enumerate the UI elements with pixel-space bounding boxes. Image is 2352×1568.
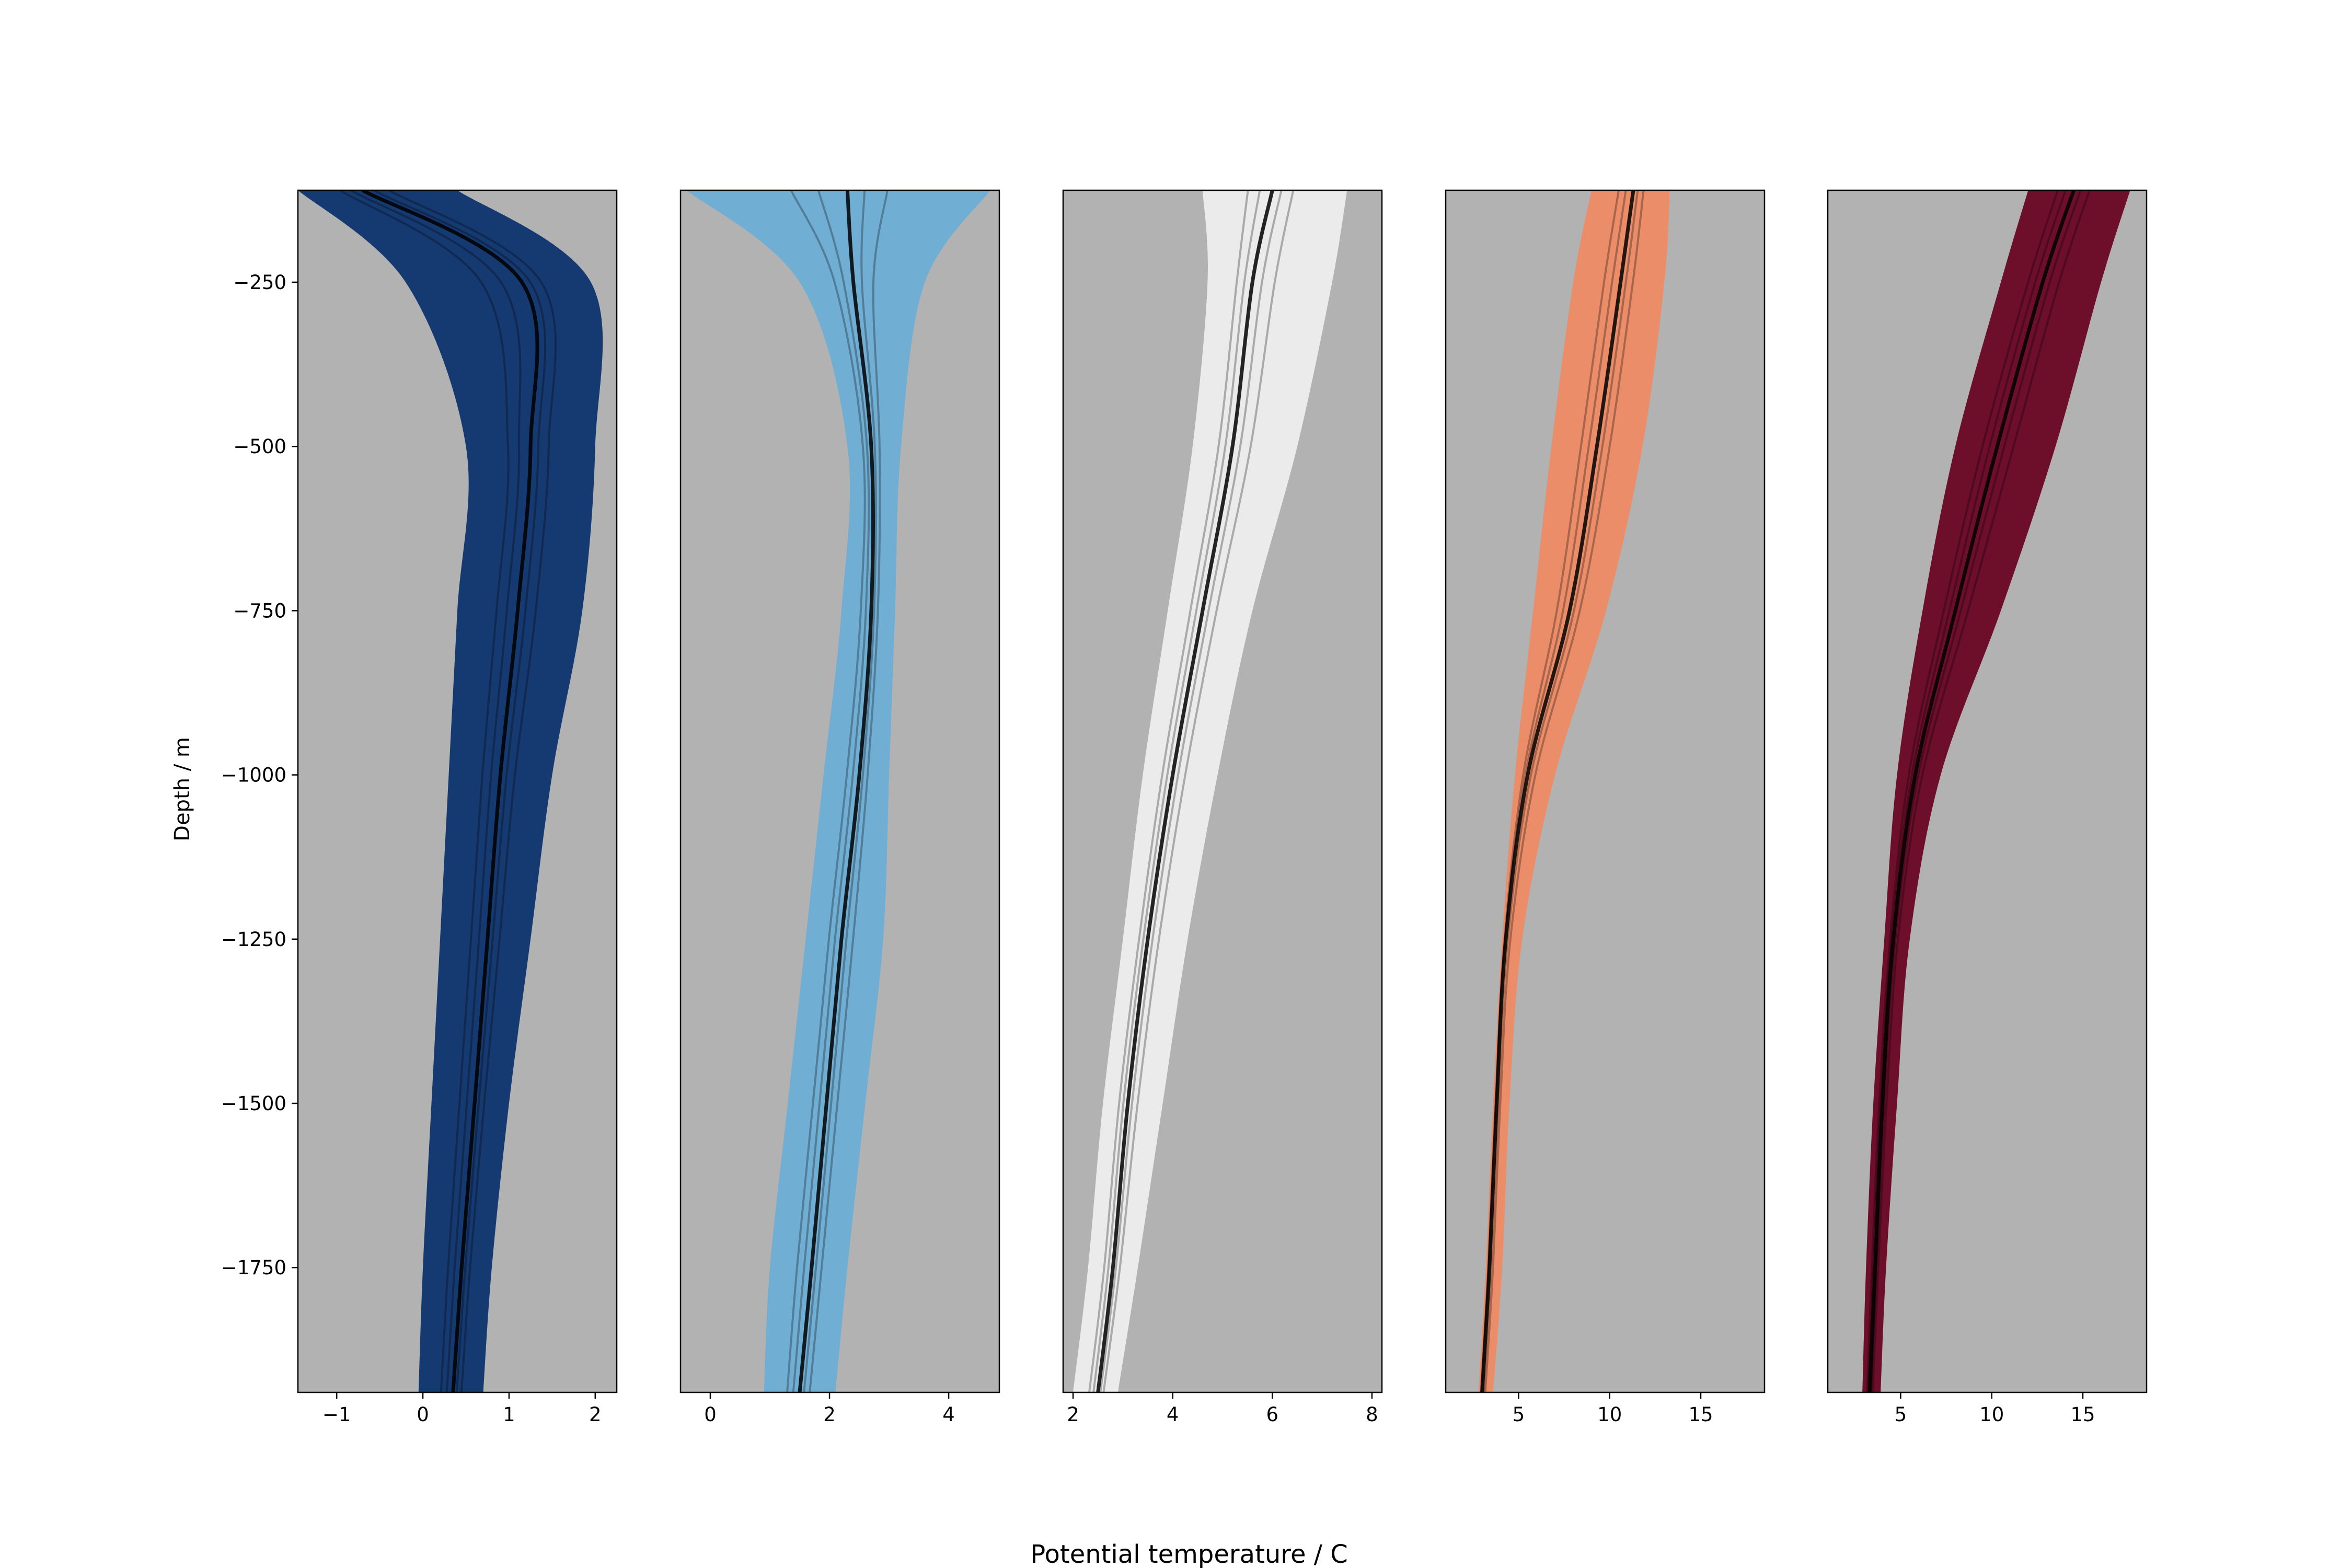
y-tick-label: −1250 xyxy=(221,928,286,951)
member-line-1 xyxy=(786,190,866,1392)
plot-area xyxy=(686,190,990,1392)
plot-area xyxy=(298,190,603,1392)
plot-frame xyxy=(1827,189,2148,1393)
member-line-3 xyxy=(803,190,877,1392)
member-line-1 xyxy=(339,190,510,1392)
plot-frame xyxy=(679,189,1000,1393)
x-tick-label: 8 xyxy=(1366,1403,1378,1426)
y-tick-label: −1000 xyxy=(221,764,286,787)
y-tick-label: −1500 xyxy=(221,1092,286,1115)
member-line-2 xyxy=(792,190,870,1392)
member-line-4 xyxy=(809,190,889,1392)
x-tick-label: 1 xyxy=(503,1403,515,1426)
mean-line xyxy=(361,190,539,1392)
x-tick-label: 0 xyxy=(704,1403,717,1426)
y-axis-label: Depth / m xyxy=(170,737,194,841)
x-tick-label: 4 xyxy=(1167,1403,1179,1426)
x-tick-label: 6 xyxy=(1266,1403,1279,1426)
member-line-3 xyxy=(373,190,547,1392)
x-tick-label: 4 xyxy=(942,1403,955,1426)
member-line-4 xyxy=(1484,190,1645,1392)
mean-line xyxy=(1480,190,1635,1392)
plot-frame xyxy=(1445,189,1766,1393)
mean-line xyxy=(798,190,875,1392)
x-axis-label: Potential temperature / C xyxy=(1030,1540,1347,1568)
plot-area xyxy=(1862,190,2130,1392)
y-tick-label: −250 xyxy=(233,271,286,294)
panels-group: −1 0 1 2 −250 −500 −750 −1000 −1250 −1500 −1750 0 2 4… xyxy=(221,189,2148,1426)
panel-4: 5 10 15 xyxy=(1445,189,1766,1426)
panel-2: 0 2 4 xyxy=(679,189,1000,1426)
member-line-4 xyxy=(1872,190,2091,1392)
envelope-band xyxy=(1862,190,2130,1392)
plot-frame xyxy=(1062,189,1383,1393)
plot-area xyxy=(1478,190,1670,1392)
x-tick-label: 15 xyxy=(2070,1403,2095,1426)
y-tick-label: −750 xyxy=(233,599,286,622)
member-line-4 xyxy=(388,190,557,1392)
x-tick-label: 5 xyxy=(1513,1403,1525,1426)
plot-frame xyxy=(297,189,618,1393)
envelope-band xyxy=(686,190,990,1392)
mean-line xyxy=(1867,190,2076,1392)
member-line-4 xyxy=(1102,190,1295,1392)
panel-1: −1 0 1 2 −250 −500 −750 −1000 −1250 −1500 −1750 xyxy=(221,189,618,1426)
x-tick-label: 5 xyxy=(1895,1403,1907,1426)
plot-area xyxy=(1073,190,1347,1392)
member-line-2 xyxy=(1092,190,1261,1392)
panel-5: 5 10 15 xyxy=(1827,189,2148,1426)
x-tick-label: 10 xyxy=(1597,1403,1622,1426)
member-line-1 xyxy=(1088,190,1249,1392)
member-line-3 xyxy=(1099,190,1283,1392)
envelope-band xyxy=(1478,190,1670,1392)
x-tick-label: 0 xyxy=(417,1403,429,1426)
member-line-2 xyxy=(350,190,522,1392)
x-tick-label: −1 xyxy=(322,1403,351,1426)
x-tick-label: 10 xyxy=(1979,1403,2004,1426)
panel-3: 2 4 6 8 xyxy=(1062,189,1383,1426)
x-tick-label: 2 xyxy=(1067,1403,1079,1426)
y-tick-label: −1750 xyxy=(221,1256,286,1279)
member-line-1 xyxy=(1866,190,2059,1392)
envelope-band xyxy=(298,190,603,1392)
envelope-band xyxy=(1073,190,1347,1392)
y-tick-label: −500 xyxy=(233,435,286,458)
x-tick-label: 2 xyxy=(589,1403,602,1426)
mean-line xyxy=(1096,190,1274,1392)
x-tick-label: 2 xyxy=(823,1403,836,1426)
x-tick-label: 15 xyxy=(1688,1403,1713,1426)
